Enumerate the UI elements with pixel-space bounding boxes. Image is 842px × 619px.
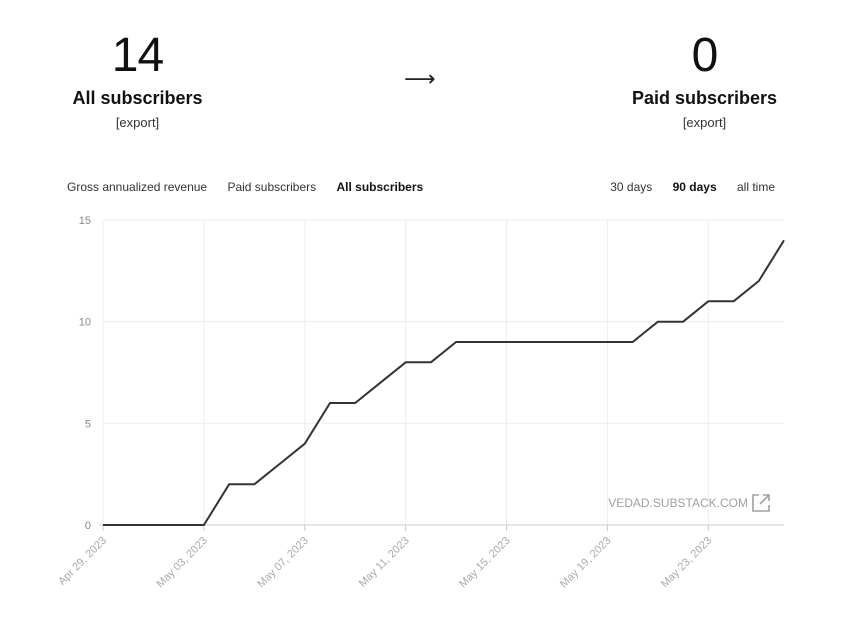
data-point (101, 523, 105, 527)
data-point (303, 442, 307, 446)
all-subscribers-label: All subscribers (72, 88, 203, 108)
x-tick-label: May 11, 2023 (357, 535, 412, 590)
data-point (681, 320, 685, 324)
y-tick-label: 10 (79, 317, 91, 329)
data-point (555, 340, 559, 344)
all-subscribers-stat: 14 All subscribers [export] (45, 28, 230, 130)
paid-subscribers-stat: 0 Paid subscribers [export] (612, 28, 797, 130)
chart-axes (99, 220, 784, 531)
watermark[interactable]: VEDAD.SUBSTACK.COM (608, 494, 770, 512)
data-point (454, 340, 458, 344)
data-point (126, 523, 130, 527)
series-line-all-subscribers (103, 239, 785, 526)
tab-paid-subscribers[interactable]: Paid subscribers (227, 180, 317, 194)
range-90-days[interactable]: 90 days (672, 180, 717, 194)
data-point (227, 482, 231, 486)
data-point (328, 401, 332, 405)
data-point (151, 523, 155, 527)
data-point (177, 523, 181, 527)
data-point (404, 360, 408, 364)
data-point (530, 340, 534, 344)
watermark-label: VEDAD.SUBSTACK.COM (608, 496, 748, 510)
x-tick-label: May 03, 2023 (154, 535, 210, 591)
y-tick-label: 5 (85, 418, 91, 430)
paid-subscribers-count: 0 (691, 29, 719, 82)
tab-gross-annualized-revenue[interactable]: Gross annualized revenue (67, 180, 208, 194)
data-point (656, 320, 660, 324)
data-point (580, 340, 584, 344)
data-point (353, 401, 357, 405)
export-all-subscribers-link[interactable]: [export] (115, 115, 160, 130)
subscribers-line-chart: 0 5 10 15 Apr 29, 2023 May 03, 2023 May 07, 20… (56, 215, 786, 590)
data-point (732, 299, 736, 303)
tab-all-subscribers[interactable]: All subscribers (336, 180, 424, 194)
x-tick-label: May 07, 2023 (255, 535, 311, 591)
x-tick-label: May 23, 2023 (659, 535, 715, 591)
data-point (252, 482, 256, 486)
data-point (429, 360, 433, 364)
data-point (505, 340, 509, 344)
data-point (631, 340, 635, 344)
range-all-time[interactable]: all time (736, 180, 775, 194)
export-paid-subscribers-link[interactable]: [export] (682, 115, 727, 130)
y-tick-label: 15 (79, 215, 91, 227)
data-point (706, 299, 710, 303)
paid-subscribers-label: Paid subscribers (631, 88, 778, 108)
range-tabs: 30 days 90 days all time (593, 180, 775, 194)
arrow-right-icon: ⟶ (404, 66, 436, 91)
external-link-icon (752, 494, 770, 512)
metric-tabs: Gross annualized revenue Paid subscriber… (67, 180, 440, 194)
data-point (278, 462, 282, 466)
x-tick-label: May 19, 2023 (558, 535, 614, 591)
data-point (782, 238, 786, 242)
y-tick-label: 0 (85, 520, 91, 532)
chart-grid (102, 219, 784, 525)
x-tick-label: Apr 29, 2023 (56, 535, 109, 588)
data-point (605, 340, 609, 344)
range-30-days[interactable]: 30 days (610, 180, 653, 194)
x-tick-label: May 15, 2023 (457, 535, 513, 591)
data-point (757, 279, 761, 283)
data-point (479, 340, 483, 344)
all-subscribers-count: 14 (111, 29, 164, 82)
data-point (378, 381, 382, 385)
chart-tick-labels: 0 5 10 15 Apr 29, 2023 May 03, 2023 May 07, 20… (56, 215, 714, 590)
data-point (202, 523, 206, 527)
